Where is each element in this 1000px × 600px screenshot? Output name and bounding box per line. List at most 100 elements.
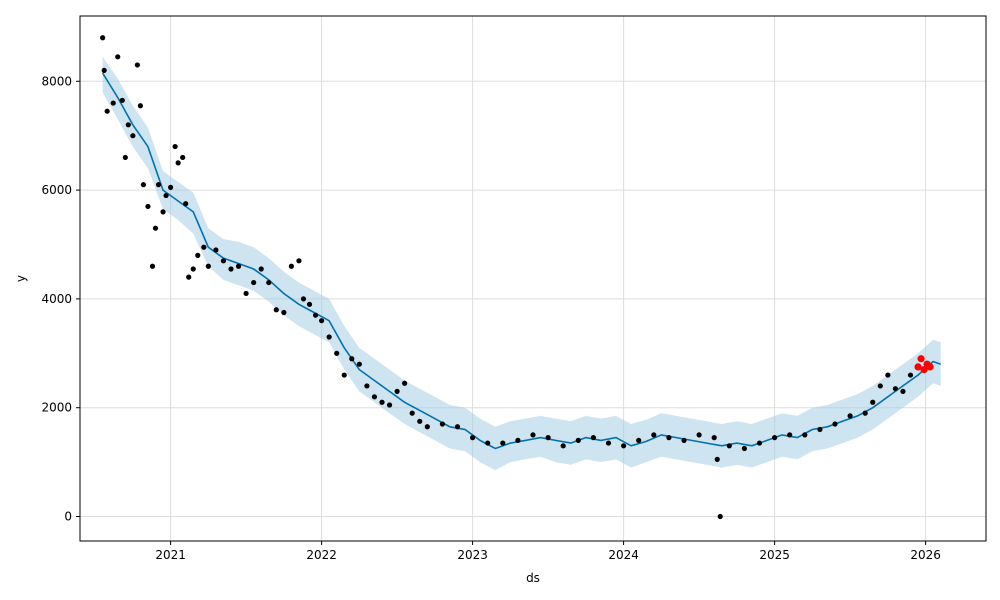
observed-point: [772, 435, 778, 441]
observed-point: [273, 307, 279, 313]
y-axis-label: y: [14, 275, 28, 282]
observed-point: [122, 154, 128, 161]
observed-point: [100, 35, 106, 41]
observed-point: [885, 372, 891, 378]
y-axis-ticks: 0 2000 4000 6000 8000: [41, 74, 80, 524]
observed-point: [110, 100, 116, 106]
observed-point: [349, 356, 355, 362]
observed-point: [621, 443, 627, 449]
observed-point: [409, 410, 415, 416]
observed-point: [417, 418, 423, 424]
observed-point: [228, 266, 234, 272]
observed-point: [101, 67, 107, 74]
x-tick-label: 2026: [910, 548, 941, 562]
uncertainty-band: [102, 56, 941, 471]
observed-point: [243, 290, 249, 297]
observed-point: [115, 54, 121, 60]
observed-point: [130, 133, 136, 139]
observed-point: [152, 225, 159, 231]
x-tick-label: 2024: [608, 548, 639, 562]
y-tick-label: 2000: [41, 401, 72, 415]
observed-point: [756, 440, 763, 446]
y-tick-label: 8000: [41, 74, 72, 88]
observed-point: [137, 103, 143, 109]
observed-point: [470, 435, 476, 441]
y-tick-label: 6000: [41, 183, 72, 197]
recent-point: [926, 363, 934, 371]
observed-point: [163, 192, 169, 199]
x-tick-label: 2023: [457, 548, 488, 562]
observed-point: [119, 97, 125, 103]
observed-point: [104, 108, 110, 114]
observed-point: [530, 432, 536, 438]
observed-point: [134, 62, 140, 68]
observed-point: [296, 258, 302, 264]
plot-frame: [79, 15, 987, 542]
observed-point: [651, 432, 657, 438]
observed-point: [364, 383, 370, 389]
observed-point: [787, 432, 793, 438]
observed-point: [386, 402, 393, 408]
observed-point: [356, 361, 362, 367]
observed-point: [714, 456, 720, 462]
observed-point: [140, 182, 147, 188]
observed-point: [371, 394, 378, 400]
observed-point: [251, 279, 257, 286]
observed-point: [696, 432, 702, 438]
observed-point: [666, 435, 672, 441]
recent-point: [914, 363, 922, 371]
observed-point: [681, 437, 687, 443]
recent-point: [917, 355, 925, 363]
observed-point: [711, 435, 717, 441]
observed-point: [907, 372, 914, 378]
observed-point: [288, 263, 294, 269]
observed-point: [125, 122, 131, 128]
observed-point: [454, 424, 461, 430]
x-tick-label: 2021: [155, 548, 186, 562]
y-tick-label: 4000: [41, 292, 72, 306]
observed-point: [220, 258, 227, 264]
observed-point: [605, 440, 612, 446]
observed-point: [870, 399, 876, 405]
recent-points: [914, 355, 934, 374]
observed-point: [180, 154, 186, 161]
observed-point: [341, 372, 347, 378]
observed-point: [802, 432, 808, 438]
observed-point: [847, 413, 853, 419]
y-tick-label: 0: [64, 510, 72, 524]
observed-point: [402, 380, 408, 386]
grid-lines: [80, 16, 986, 541]
observed-point: [590, 435, 597, 441]
observed-point: [394, 388, 400, 394]
observed-point: [168, 184, 174, 190]
observed-point: [160, 209, 166, 215]
observed-point: [485, 440, 491, 446]
observed-point: [186, 274, 192, 280]
observed-point: [877, 383, 883, 389]
observed-point: [213, 247, 219, 253]
observed-point: [205, 263, 211, 269]
observed-point: [832, 421, 838, 427]
observed-point: [155, 182, 162, 188]
observed-point: [319, 318, 325, 324]
recent-point: [920, 366, 928, 374]
observed-point: [717, 513, 723, 520]
observed-point: [379, 399, 385, 405]
observed-points: [100, 35, 914, 520]
forecast-line: [101, 72, 941, 450]
observed-point: [500, 440, 506, 446]
x-tick-label: 2025: [759, 548, 790, 562]
observed-point: [900, 388, 906, 394]
observed-point: [560, 443, 566, 449]
observed-point: [741, 445, 748, 452]
observed-point: [817, 426, 823, 433]
observed-point: [515, 437, 521, 443]
observed-point: [281, 309, 287, 316]
observed-point: [439, 421, 445, 427]
observed-point: [175, 160, 181, 166]
observed-point: [190, 266, 196, 272]
observed-point: [575, 437, 581, 443]
x-axis-label: ds: [526, 571, 540, 585]
